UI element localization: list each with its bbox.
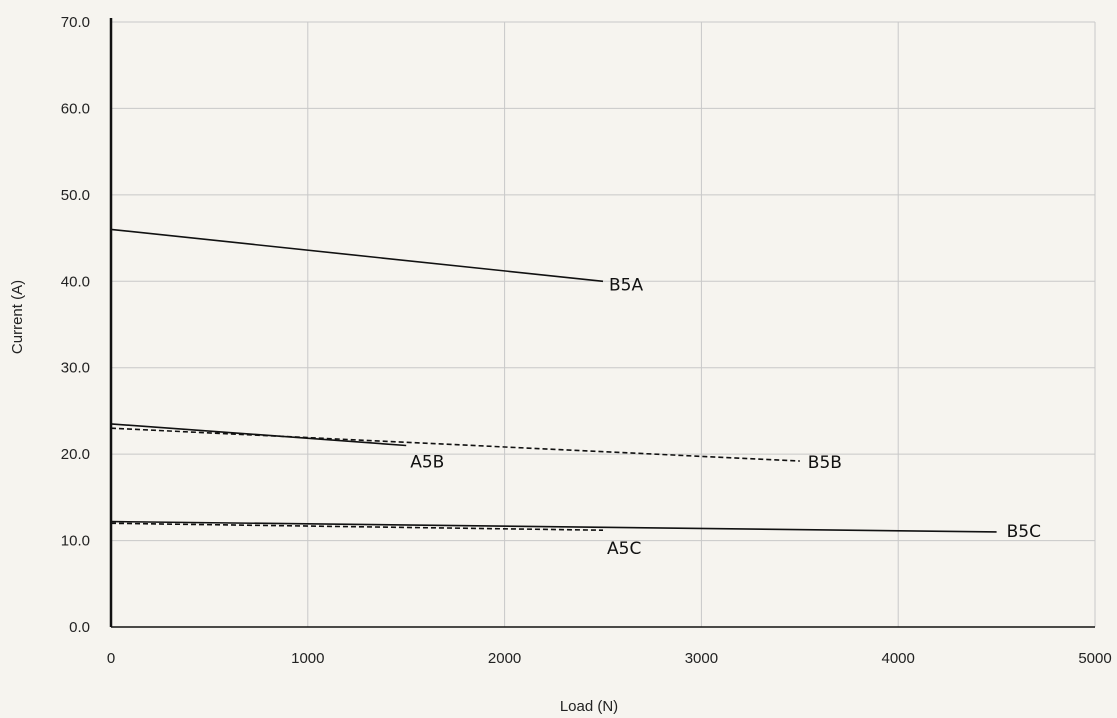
grid (111, 21, 1096, 627)
x-tick-label: 5000 (1078, 650, 1111, 667)
series-label-a5c: A5C (607, 539, 641, 559)
x-tick-label: 1000 (291, 650, 324, 667)
x-tick-labels: 0 1000 2000 3000 4000 5000 (107, 650, 1112, 667)
y-tick-labels: 0.0 10.0 20.0 30.0 40.0 50.0 60.0 70.0 (61, 14, 90, 636)
series-label-b5a: B5A (609, 275, 643, 295)
x-axis-label: Load (N) (560, 698, 618, 715)
x-tick-label: 2000 (488, 650, 521, 667)
series-line-b5c (110, 520, 997, 533)
axes (109, 18, 1095, 628)
series-label-a5b: A5B (410, 453, 444, 473)
x-tick-label: 0 (107, 650, 115, 667)
series-label-b5b: B5B (808, 453, 842, 473)
y-tick-label: 50.0 (61, 187, 90, 204)
series-line-b5b (110, 427, 800, 462)
y-tick-label: 0.0 (69, 619, 90, 636)
series-line-a5c (110, 522, 604, 531)
y-tick-label: 30.0 (61, 360, 90, 377)
series-lines (110, 228, 997, 533)
y-tick-label: 10.0 (61, 533, 90, 550)
y-tick-label: 20.0 (61, 446, 90, 463)
y-tick-label: 60.0 (61, 100, 90, 117)
series-line-b5a (110, 228, 604, 283)
series-labels: B5A A5B B5B B5C A5C (410, 275, 1041, 559)
x-tick-label: 3000 (685, 650, 718, 667)
y-axis-label: Current (A) (9, 280, 26, 354)
y-tick-label: 70.0 (61, 14, 90, 31)
x-tick-label: 4000 (882, 650, 915, 667)
y-tick-label: 40.0 (61, 273, 90, 290)
series-label-b5c: B5C (1007, 522, 1041, 542)
